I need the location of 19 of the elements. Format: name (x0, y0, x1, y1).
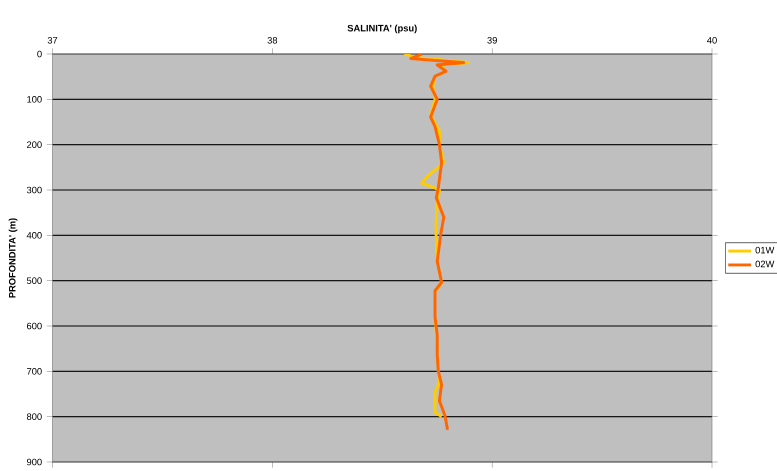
y-tick-label: 300 (26, 186, 42, 194)
y-tick-label: 600 (27, 322, 42, 330)
x-tick-label: 39 (487, 37, 497, 44)
legend-label: 01W (756, 246, 774, 254)
y-tick-label: 700 (27, 368, 42, 375)
y-tick-label: 800 (26, 413, 42, 420)
x-tick-label: 40 (707, 37, 717, 44)
y-tick-label: 400 (26, 232, 42, 239)
y-tick-label: 100 (27, 96, 42, 103)
y-tick-label: 0 (37, 50, 42, 58)
y-tick-label: 200 (26, 141, 42, 148)
y-axis-title: PROFONDITA' (m) (8, 218, 18, 298)
line-series (409, 54, 466, 432)
x-tick-label: 37 (48, 37, 58, 44)
y-tick-label: 500 (26, 277, 42, 284)
legend-label: 02W (756, 260, 774, 268)
x-axis-title: SALINITA' (psu) (348, 24, 417, 34)
x-tick-label: 38 (268, 37, 278, 44)
y-tick-label: 900 (26, 458, 42, 466)
